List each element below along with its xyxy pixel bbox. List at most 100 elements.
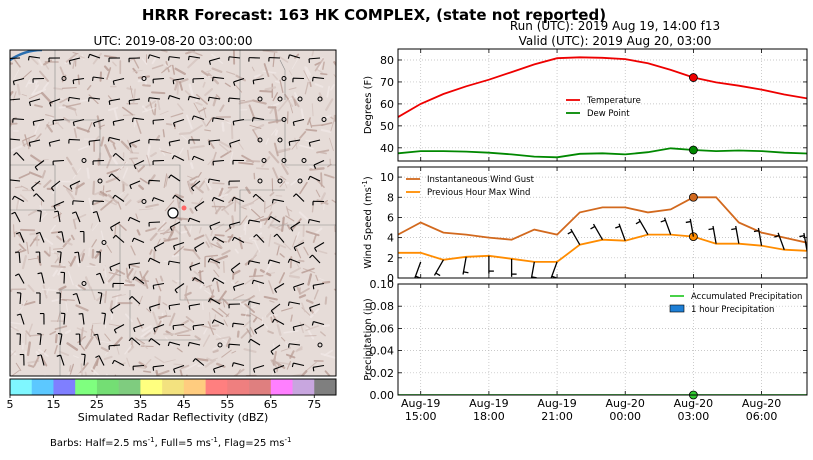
terrain-stroke <box>58 350 70 357</box>
terrain-stroke <box>272 92 279 102</box>
terrain-stroke <box>165 336 174 347</box>
terrain-stroke <box>20 70 32 81</box>
map-wind-barb <box>114 359 125 366</box>
terrain-stroke <box>138 184 145 191</box>
map-wind-barb <box>133 237 145 244</box>
terrain-stroke <box>173 228 181 235</box>
x-tick-label-date: Aug-19 <box>401 397 440 410</box>
terrain-stroke <box>271 128 277 136</box>
terrain-stroke <box>10 325 19 332</box>
terrain-stroke <box>322 61 325 70</box>
terrain-stroke <box>164 359 176 363</box>
map-wind-barb <box>229 56 241 59</box>
terrain-stroke <box>272 73 278 80</box>
map-wind-barb-feather <box>252 368 256 373</box>
terrain-stroke <box>125 279 133 284</box>
series-group <box>398 56 807 159</box>
terrain-stroke <box>69 255 77 267</box>
panel-frame <box>397 283 808 396</box>
map-wind-barb <box>209 221 221 227</box>
terrain-stroke <box>334 252 336 256</box>
terrain-stroke <box>158 147 166 156</box>
current-hour-marker <box>688 73 698 82</box>
terrain-stroke <box>226 71 236 75</box>
terrain-stroke <box>155 369 159 376</box>
map-wind-barb <box>289 301 301 305</box>
wind-barb-feather <box>660 219 666 223</box>
terrain-stroke <box>26 341 31 357</box>
terrain-stroke <box>270 316 273 323</box>
colorbar-swatch <box>75 379 98 395</box>
terrain-stroke <box>289 267 302 275</box>
terrain-stroke <box>64 329 72 335</box>
map-calm-marker <box>61 76 67 81</box>
map-wind-barb <box>293 282 305 288</box>
y-tick-label: 0.08 <box>370 300 395 313</box>
map-wind-barb <box>49 98 61 104</box>
terrain-stroke <box>72 59 76 69</box>
terrain-stroke <box>175 216 183 221</box>
terrain-stroke <box>104 290 108 304</box>
map-wind-barb-feather <box>293 286 296 291</box>
y-tick-label: 0.04 <box>370 345 395 358</box>
terrain-stroke <box>52 269 58 277</box>
terrain-stroke <box>46 287 50 295</box>
terrain-stroke <box>28 92 42 100</box>
map-wind-barb-feather <box>251 117 254 122</box>
terrain-stroke <box>235 84 243 93</box>
map-wind-barb <box>189 217 201 223</box>
terrain-stroke <box>243 223 247 231</box>
map-wind-barb-feather <box>267 216 271 221</box>
map-wind-barb <box>309 303 321 309</box>
terrain-stroke <box>187 57 199 69</box>
terrain-stroke <box>194 335 202 341</box>
terrain-stroke <box>280 347 292 352</box>
terrain-stroke <box>65 102 81 108</box>
map-wind-barb <box>69 57 81 62</box>
map-wind-barb-feather <box>74 251 79 254</box>
map-calm-marker <box>141 199 147 204</box>
terrain-stroke <box>185 363 198 371</box>
terrain-stroke <box>71 166 78 176</box>
wind-barb <box>414 261 422 278</box>
y-axis-label: Wind Speed (ms-1) <box>361 176 374 269</box>
map-wind-barb <box>290 221 301 229</box>
colorbar-label: Simulated Radar Reflectivity (dBZ) <box>78 411 269 424</box>
terrain-stroke <box>330 84 335 91</box>
map-wind-barb <box>193 115 205 121</box>
map-wind-barb <box>194 277 205 284</box>
terrain-stroke <box>132 69 143 73</box>
terrain-stroke <box>244 310 248 319</box>
terrain-stroke <box>75 182 85 190</box>
terrain-stroke <box>10 349 17 356</box>
map-wind-barb <box>173 241 185 247</box>
map-wind-barb-feather <box>287 301 290 306</box>
map-wind-barb-feather <box>112 194 116 199</box>
terrain-stroke <box>103 265 107 278</box>
map-wind-barb <box>189 262 201 268</box>
map-wind-barb <box>274 318 285 325</box>
terrain-stroke <box>164 200 175 212</box>
map-wind-barb-feather <box>191 115 195 120</box>
map-wind-barb-feather <box>168 305 171 310</box>
map-wind-barb <box>313 159 325 166</box>
terrain-stroke <box>245 159 261 163</box>
map-wind-barb <box>233 362 245 367</box>
terrain-stroke <box>249 312 263 321</box>
terrain-stroke <box>248 274 264 278</box>
terrain-stroke <box>178 78 189 84</box>
colorbar-swatch <box>96 379 119 395</box>
terrain-stroke <box>305 128 318 132</box>
map-wind-barb-feather <box>231 362 234 367</box>
terrain-stroke <box>19 301 27 313</box>
map-wind-barb <box>228 97 241 100</box>
map-wind-barb <box>274 283 285 290</box>
terrain-stroke <box>244 277 255 285</box>
terrain-stroke <box>291 58 299 70</box>
map-wind-barb <box>49 139 61 144</box>
map-wind-barb <box>29 98 41 103</box>
terrain-stroke <box>276 361 291 366</box>
map-wind-barb <box>19 292 22 305</box>
map-wind-barbs <box>10 53 327 374</box>
terrain-stroke <box>235 200 242 206</box>
